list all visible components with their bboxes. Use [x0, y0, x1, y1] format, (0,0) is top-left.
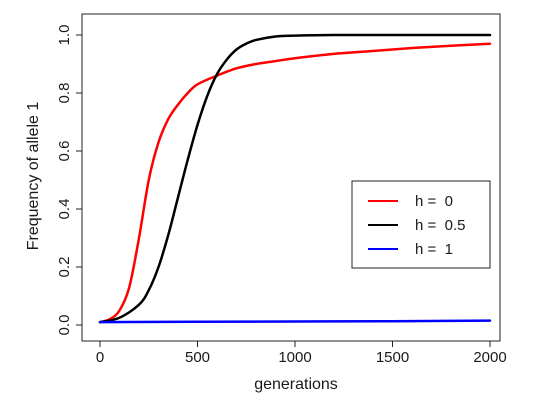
plot-frame	[81, 13, 501, 342]
y-tick-label: 1.0	[56, 25, 73, 46]
x-tick-label: 2000	[473, 349, 506, 366]
series-lines	[98, 33, 492, 324]
legend-label-2: h = 0.5	[415, 217, 465, 234]
y-axis-label: Frequency of allele 1	[25, 102, 42, 251]
x-tick-label: 1000	[278, 349, 311, 366]
legend-label-1: h = 0	[415, 193, 453, 210]
series-line-1	[98, 42, 492, 324]
y-tick-label: 0.4	[56, 199, 73, 220]
series-line-3	[98, 319, 492, 324]
x-axis: 0 500 1000 1500 2000	[96, 341, 507, 366]
y-axis: 0.0 0.2 0.4 0.6 0.8 1.0	[56, 25, 82, 336]
y-tick-label: 0.0	[56, 315, 73, 336]
y-tick-label: 0.6	[56, 141, 73, 162]
legend: h = 0 h = 0.5 h = 1	[351, 180, 491, 269]
series-line-2	[98, 33, 492, 324]
y-tick-label: 0.8	[56, 83, 73, 104]
x-tick-label: 1500	[376, 349, 409, 366]
x-tick-label: 0	[96, 349, 104, 366]
x-tick-label: 500	[185, 349, 210, 366]
y-tick-label: 0.2	[56, 257, 73, 278]
x-axis-label: generations	[254, 376, 338, 393]
legend-label-3: h = 1	[415, 241, 453, 258]
